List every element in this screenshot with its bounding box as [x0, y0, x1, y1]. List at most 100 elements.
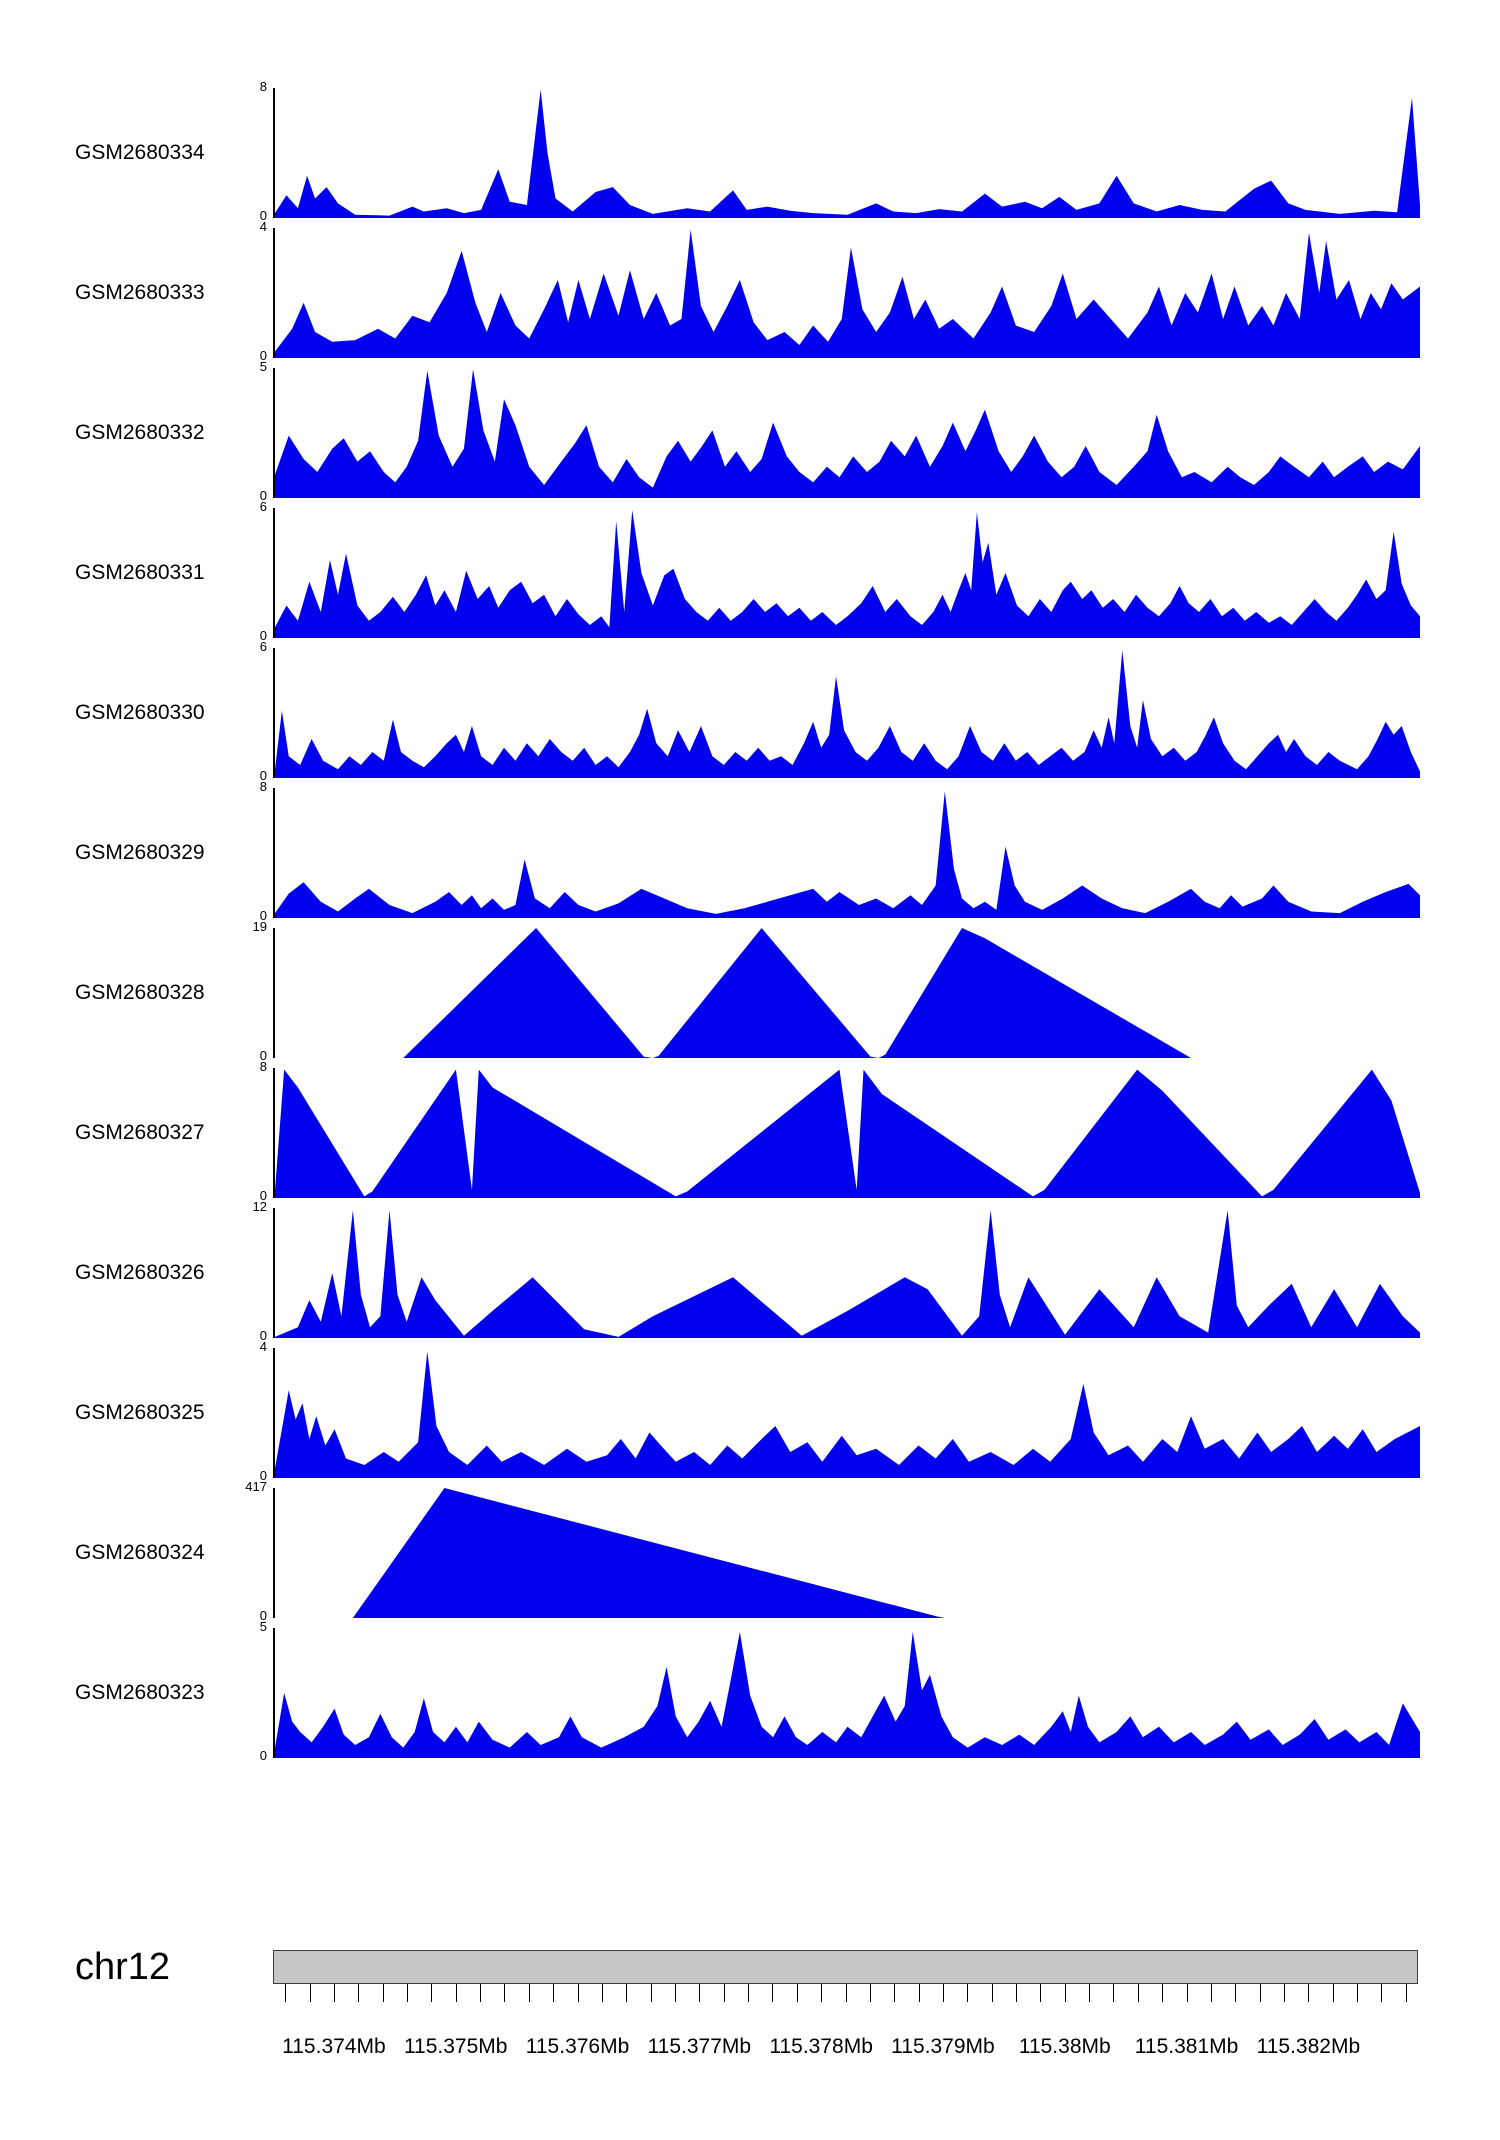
ruler-tick — [431, 1984, 433, 2002]
track-ymin-label: 0 — [259, 488, 267, 503]
track-area-chart — [275, 1210, 1420, 1338]
track-ymax-label: 8 — [259, 779, 267, 794]
track-plot: 8 0 — [260, 80, 1420, 222]
track-area-chart — [275, 1488, 1420, 1618]
ruler-tick — [1284, 1984, 1285, 2002]
area-fill — [275, 369, 1420, 498]
track-area-chart — [275, 229, 1420, 358]
ruler-tick — [528, 1984, 530, 2002]
ruler-tick-label: 115.374Mb — [282, 2035, 386, 2058]
track-label: GSM2680325 — [75, 1401, 205, 1424]
track-ymax-label: 417 — [245, 1479, 267, 1494]
ruler-tick — [309, 1984, 311, 2002]
track-row: GSM2680327 8 0 — [0, 1060, 1500, 1202]
track-ymin-label: 0 — [259, 908, 267, 923]
ruler-tick — [1137, 1984, 1139, 2002]
ruler-tick — [772, 1984, 774, 2002]
track-area-chart — [275, 1631, 1420, 1758]
track-plot: 6 0 — [260, 500, 1420, 642]
track-row: GSM2680324 417 0 — [0, 1480, 1500, 1622]
track-plot: 4 0 — [260, 220, 1420, 362]
track-label: GSM2680323 — [75, 1681, 205, 1704]
track-row: GSM2680326 12 0 — [0, 1200, 1500, 1342]
track-plot: 5 0 — [260, 360, 1420, 502]
ruler-tick — [821, 1984, 823, 2002]
track-row: GSM2680329 8 0 — [0, 780, 1500, 922]
ruler-tick-label: 115.379Mb — [891, 2035, 995, 2058]
track-area-chart — [275, 1351, 1420, 1478]
track-ymax-label: 5 — [259, 359, 267, 374]
area-fill — [275, 89, 1420, 218]
ruler-tick — [869, 1984, 871, 2002]
ruler-tick — [626, 1984, 628, 2002]
ruler-tick — [967, 1984, 969, 2002]
area-fill — [275, 229, 1420, 358]
ruler-tick — [455, 1984, 457, 2002]
ruler-tick — [845, 1984, 847, 2002]
track-label: GSM2680333 — [75, 281, 205, 304]
track-ymin-label: 0 — [259, 208, 267, 223]
track-ymin-label: 0 — [259, 628, 267, 643]
track-plot: 5 0 — [260, 1620, 1420, 1762]
ruler-ticks — [273, 1950, 1418, 2002]
track-area-chart — [275, 369, 1420, 498]
ruler-tick — [358, 1984, 360, 2002]
ruler-tick — [1040, 1984, 1042, 2002]
ruler-tick — [674, 1984, 676, 2002]
track-label: GSM2680334 — [75, 141, 205, 164]
track-row: GSM2680330 6 0 — [0, 640, 1500, 782]
ruler-tick — [1162, 1984, 1164, 2002]
track-label: GSM2680330 — [75, 701, 205, 724]
area-fill — [275, 1631, 1420, 1758]
track-ymin-label: 0 — [259, 1748, 267, 1763]
ruler-tick — [1235, 1984, 1237, 2002]
ruler-tick — [553, 1984, 555, 2002]
track-row: GSM2680334 8 0 — [0, 80, 1500, 222]
ruler-tick — [894, 1984, 896, 2002]
ruler-tick — [333, 1984, 335, 2002]
track-area-chart — [275, 510, 1420, 638]
ruler-tick — [748, 1984, 750, 2002]
ruler-tick — [942, 1984, 944, 2002]
track-plot: 19 0 — [253, 920, 1420, 1062]
area-fill — [275, 928, 1420, 1058]
track-plot: 8 0 — [260, 1060, 1420, 1202]
ruler-tick-label: 115.375Mb — [403, 2035, 508, 2058]
ruler-tick — [1405, 1984, 1407, 2002]
track-plot: 4 0 — [260, 1340, 1420, 1482]
chromosome-label: chr12 — [75, 1945, 171, 1988]
ruler-tick — [991, 1984, 993, 2002]
track-ymax-label: 6 — [259, 499, 267, 514]
track-label: GSM2680329 — [75, 841, 205, 864]
track-ymax-label: 8 — [259, 79, 267, 94]
track-row: GSM2680323 5 0 — [0, 1620, 1500, 1762]
ruler-tick — [601, 1984, 603, 2002]
track-row: GSM2680332 5 0 — [0, 360, 1500, 502]
ruler-tick — [1064, 1984, 1066, 2002]
chromosome-ruler: chr12 115.374Mb 115.375Mb 115.376Mb 115.377… — [0, 1946, 1500, 2090]
track-label: GSM2680328 — [75, 981, 205, 1004]
area-fill — [275, 1210, 1420, 1338]
track-ymin-label: 0 — [259, 1188, 267, 1203]
ruler-tick — [1381, 1984, 1383, 2002]
ruler-tick — [1016, 1984, 1018, 2002]
track-row: GSM2680328 19 0 — [0, 920, 1500, 1062]
area-fill — [275, 1488, 1420, 1618]
ruler-tick-label: 115.38Mb — [1018, 2035, 1111, 2058]
track-plot: 12 0 — [253, 1200, 1420, 1342]
tracks: GSM2680334 8 0 GSM2680333 4 0 GSM2680332… — [0, 80, 1500, 1768]
area-fill — [275, 650, 1420, 778]
track-area-chart — [275, 89, 1420, 218]
ruler-tick — [406, 1984, 408, 2002]
area-fill — [275, 1069, 1420, 1198]
ruler-tick — [1186, 1984, 1188, 2002]
track-row: GSM2680331 6 0 — [0, 500, 1500, 642]
ruler-tick-label: 115.382Mb — [1256, 2035, 1361, 2058]
track-area-chart — [275, 1069, 1420, 1198]
chromosome-bar — [273, 1950, 1418, 1984]
track-label: GSM2680331 — [75, 561, 205, 584]
area-fill — [275, 1351, 1420, 1478]
ruler-tick — [650, 1984, 652, 2002]
track-area-chart — [275, 650, 1420, 778]
ruler-tick — [1089, 1984, 1091, 2002]
